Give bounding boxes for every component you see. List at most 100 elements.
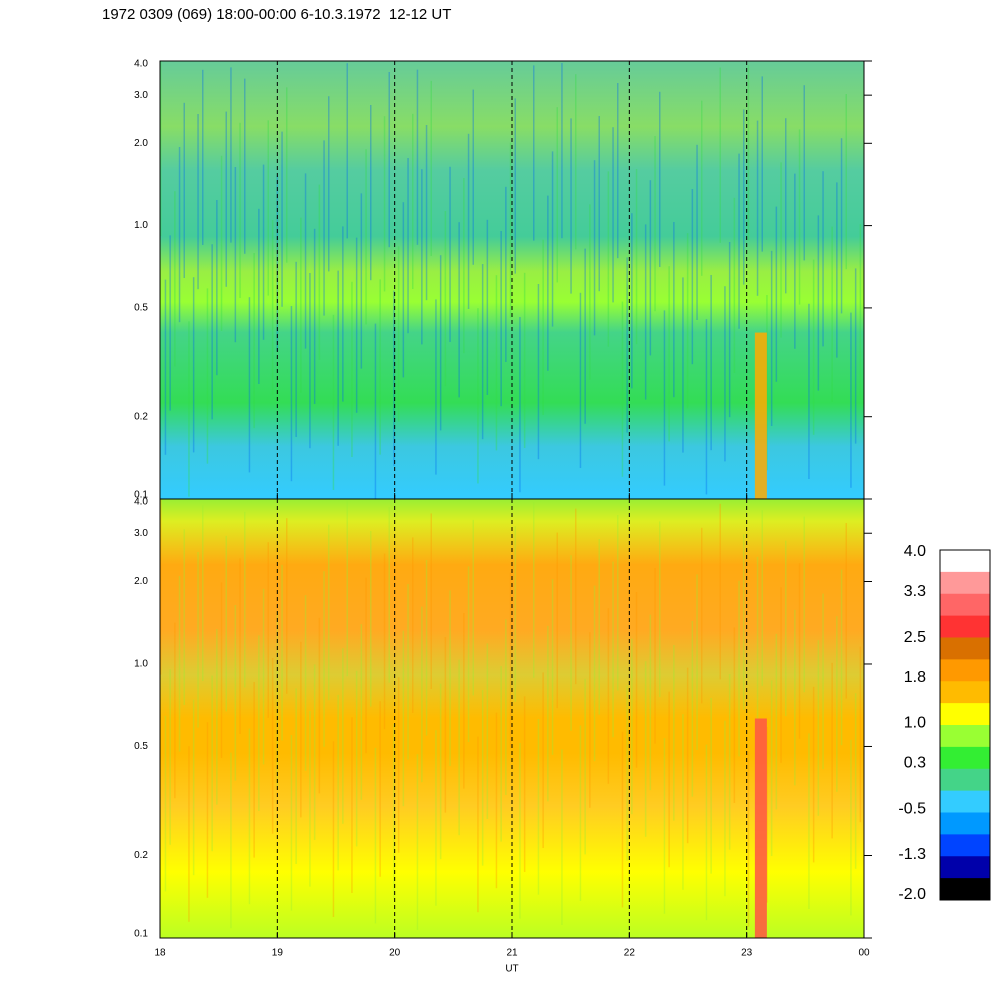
colorbar-swatch xyxy=(940,812,990,835)
texture xyxy=(798,563,801,739)
texture xyxy=(854,693,857,869)
texture xyxy=(393,723,395,900)
texture xyxy=(743,534,745,710)
texture xyxy=(370,105,372,281)
texture xyxy=(449,166,451,342)
texture xyxy=(365,149,367,325)
texture xyxy=(691,621,694,797)
texture xyxy=(859,646,862,823)
x-tick-label: 23 xyxy=(741,948,753,959)
texture xyxy=(467,133,470,309)
texture xyxy=(738,580,740,757)
texture xyxy=(738,153,740,329)
texture xyxy=(397,246,400,422)
texture xyxy=(822,171,824,347)
texture xyxy=(649,614,652,791)
texture xyxy=(686,233,689,409)
texture xyxy=(696,144,698,320)
texture xyxy=(635,169,638,345)
colorbar-swatch xyxy=(940,681,990,704)
texture xyxy=(850,739,852,916)
texture xyxy=(761,76,763,252)
texture xyxy=(258,635,260,811)
texture xyxy=(812,259,815,435)
texture xyxy=(425,125,428,301)
texture xyxy=(351,717,353,893)
texture xyxy=(808,733,810,909)
texture xyxy=(785,118,787,294)
texture xyxy=(416,69,419,245)
texture xyxy=(668,266,670,442)
texture xyxy=(593,585,596,762)
texture xyxy=(654,136,656,312)
colorbar-swatch xyxy=(940,637,990,660)
texture xyxy=(607,171,610,347)
texture xyxy=(402,630,405,807)
texture xyxy=(192,277,195,453)
texture xyxy=(178,576,181,752)
y-tick-label: 0.5 xyxy=(134,303,148,314)
texture xyxy=(803,516,805,693)
texture xyxy=(388,507,390,683)
texture xyxy=(421,169,423,345)
texture xyxy=(547,625,549,802)
texture xyxy=(747,65,750,241)
texture xyxy=(537,284,540,460)
texture xyxy=(346,500,348,677)
texture xyxy=(756,120,759,296)
texture xyxy=(495,712,498,889)
texture xyxy=(682,714,684,890)
texture xyxy=(547,195,549,371)
texture xyxy=(355,670,358,847)
texture xyxy=(290,735,293,911)
texture xyxy=(248,297,251,473)
texture xyxy=(509,572,512,749)
x-tick-label: 22 xyxy=(624,948,636,959)
texture xyxy=(705,744,708,921)
texture xyxy=(332,314,335,490)
texture xyxy=(584,678,586,855)
texture xyxy=(850,312,852,488)
texture xyxy=(360,624,363,800)
colorbar-label: -2.0 xyxy=(898,886,926,903)
colorbar-swatch xyxy=(940,834,990,857)
texture xyxy=(561,63,563,239)
texture xyxy=(514,526,516,702)
texture xyxy=(383,553,386,730)
x-axis-label: UT xyxy=(505,964,518,975)
texture xyxy=(458,222,460,398)
texture xyxy=(313,664,316,840)
texture xyxy=(537,719,540,895)
colorbar-label: -0.5 xyxy=(898,800,926,817)
texture xyxy=(598,539,600,715)
colorbar-swatch xyxy=(940,571,990,595)
x-tick-label: 21 xyxy=(506,948,518,959)
texture xyxy=(439,683,442,860)
texture xyxy=(178,147,181,323)
texture xyxy=(435,299,437,475)
texture xyxy=(500,231,502,407)
texture xyxy=(593,160,596,336)
texture xyxy=(169,669,171,845)
texture xyxy=(472,519,474,696)
texture xyxy=(267,542,269,718)
texture xyxy=(626,685,628,861)
texture xyxy=(659,91,661,267)
texture xyxy=(248,728,251,905)
texture xyxy=(505,186,507,362)
texture xyxy=(271,220,274,396)
texture xyxy=(295,688,297,864)
texture xyxy=(598,116,600,292)
texture xyxy=(701,527,703,704)
chart-title: 1972 0309 (069) 18:00-00:00 6-10.3.1972 … xyxy=(102,6,451,23)
texture xyxy=(747,751,750,927)
texture xyxy=(164,279,167,455)
texture xyxy=(346,63,348,239)
texture xyxy=(481,690,484,866)
texture xyxy=(817,215,820,391)
texture xyxy=(649,180,652,356)
texture xyxy=(374,747,377,924)
y-tick-label: 0.1 xyxy=(134,929,148,940)
texture xyxy=(309,711,311,887)
